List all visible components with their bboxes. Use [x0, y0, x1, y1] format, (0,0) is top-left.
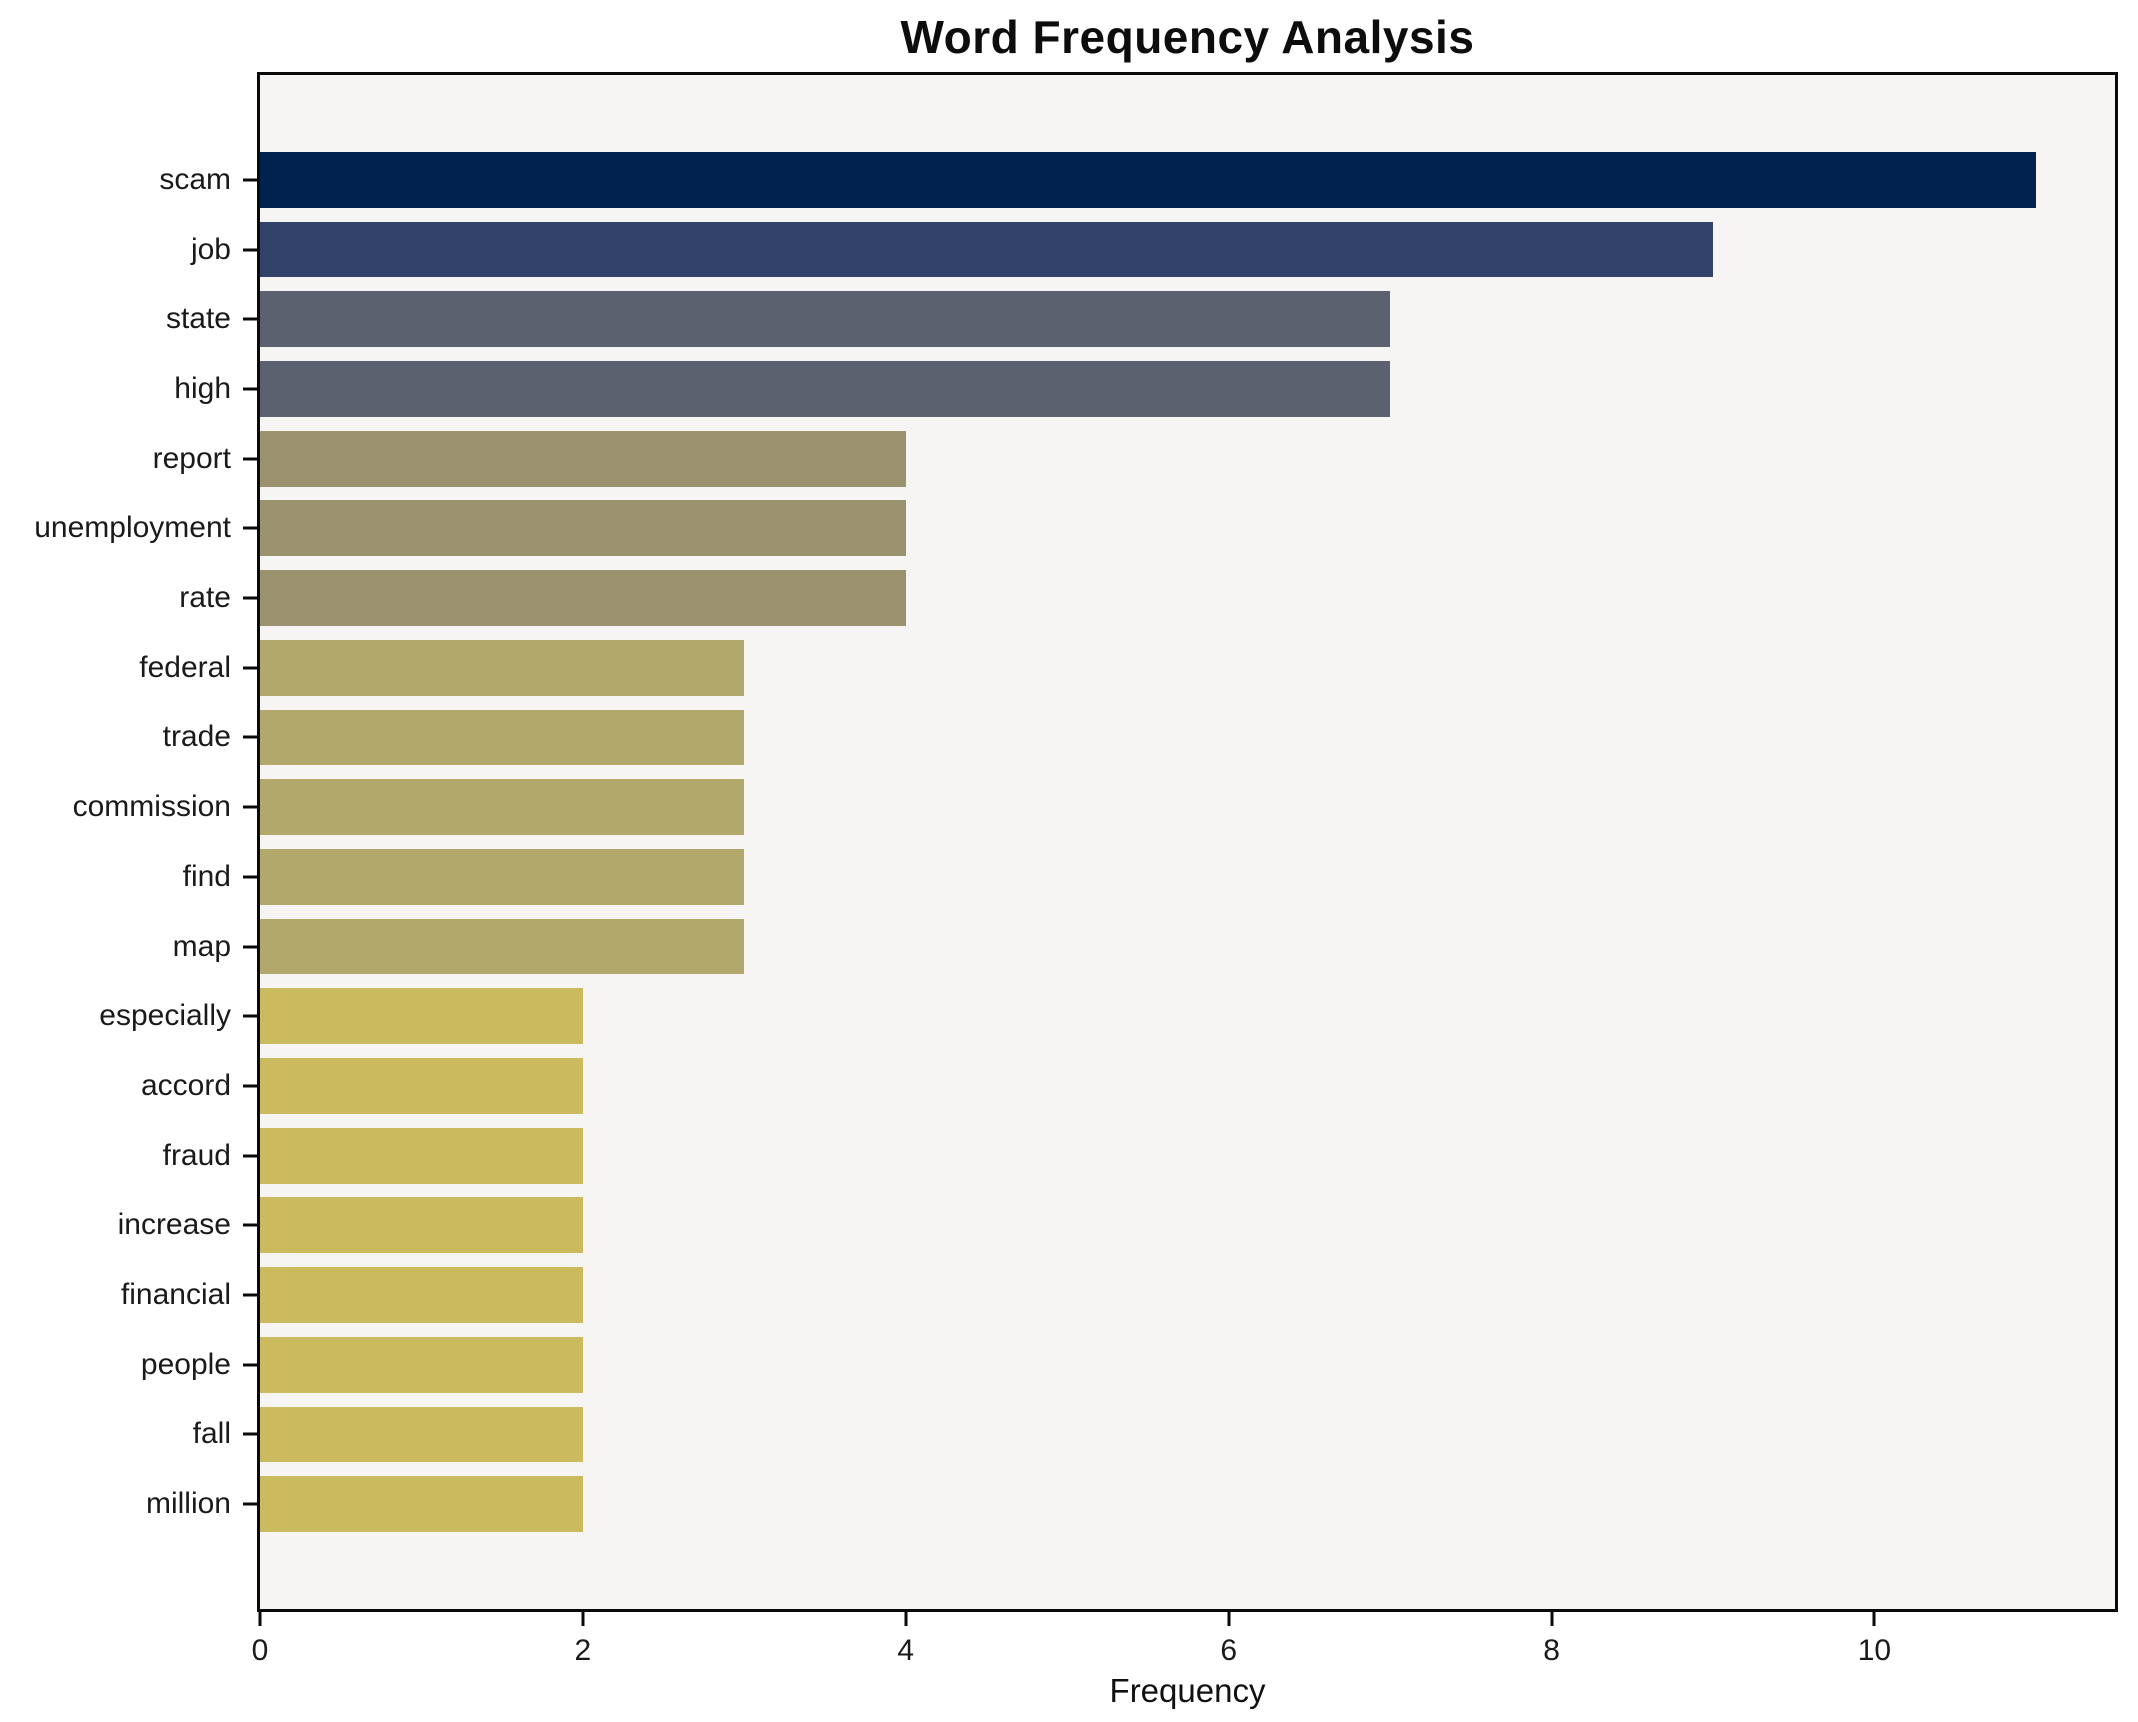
x-tick-label-4: 4: [897, 1634, 915, 1667]
y-axis: scam job state high report unemployment rate fe…: [0, 72, 257, 1612]
y-tick-mark: [243, 596, 257, 600]
y-tick-mark: [243, 387, 257, 391]
x-axis-title: Frequency: [1109, 1672, 1266, 1709]
bar-fraud: [260, 1127, 583, 1184]
y-tick-label-people: people: [140, 1347, 231, 1381]
bar-especially: [260, 988, 583, 1045]
bar-map: [260, 918, 745, 975]
bar-accord: [260, 1058, 583, 1114]
y-tick-mark: [243, 945, 257, 949]
y-tick-label-fraud: fraud: [162, 1138, 231, 1172]
y-tick-mark: [243, 1293, 257, 1297]
x-tick-mark: [1227, 1612, 1231, 1626]
y-tick-mark: [243, 457, 257, 461]
y-tick-mark: [243, 1084, 257, 1088]
y-tick-mark: [243, 1502, 257, 1506]
x-tick-mark: [904, 1612, 908, 1626]
y-tick-label-accord: accord: [140, 1068, 231, 1102]
y-tick-mark: [243, 178, 257, 182]
y-tick-mark: [243, 526, 257, 530]
y-tick-mark: [243, 248, 257, 252]
x-tick-label-6: 6: [1220, 1634, 1237, 1667]
x-tick-mark: [258, 1612, 262, 1626]
y-tick-label-state: state: [165, 302, 231, 336]
y-tick-mark: [243, 875, 257, 879]
y-tick-mark: [243, 805, 257, 809]
x-tick-mark: [1550, 1612, 1554, 1626]
y-tick-label-high: high: [174, 371, 231, 405]
y-tick-label-increase: increase: [117, 1208, 231, 1242]
y-tick-mark: [243, 666, 257, 670]
y-tick-label-fall: fall: [192, 1417, 231, 1451]
y-tick-label-rate: rate: [179, 581, 231, 615]
x-tick-label-0: 0: [251, 1634, 269, 1667]
bar-trade: [260, 709, 745, 766]
bar-job: [260, 221, 1713, 278]
y-tick-mark: [243, 317, 257, 321]
x-tick-label-10: 10: [1857, 1634, 1892, 1667]
bar-financial: [260, 1267, 583, 1323]
x-tick-label-2: 2: [574, 1634, 592, 1667]
y-tick-label-find: find: [182, 859, 231, 893]
y-tick-label-scam: scam: [159, 162, 231, 196]
plot-area: [257, 72, 2118, 1612]
bar-fall: [260, 1406, 583, 1463]
y-tick-label-million: million: [145, 1487, 231, 1521]
y-tick-label-trade: trade: [162, 720, 231, 754]
bar-high: [260, 361, 1391, 417]
y-tick-label-commission: commission: [72, 790, 231, 824]
bar-commission: [260, 779, 745, 836]
y-tick-mark: [243, 1223, 257, 1227]
bar-find: [260, 848, 745, 905]
y-tick-mark: [243, 1432, 257, 1436]
bar-rate: [260, 570, 906, 626]
x-tick-mark: [1872, 1612, 1876, 1626]
bar-increase: [260, 1197, 583, 1254]
bar-federal: [260, 639, 745, 696]
y-tick-mark: [243, 735, 257, 739]
bar-unemployment: [260, 500, 906, 557]
chart-title: Word Frequency Analysis: [900, 11, 1475, 63]
y-tick-label-especially: especially: [99, 999, 231, 1033]
y-tick-label-job: job: [190, 232, 231, 266]
bar-scam: [260, 151, 2036, 208]
y-tick-label-financial: financial: [120, 1278, 231, 1312]
y-tick-label-map: map: [172, 929, 231, 963]
bar-state: [260, 291, 1391, 348]
y-tick-mark: [243, 1154, 257, 1158]
bar-people: [260, 1336, 583, 1393]
y-tick-label-unemployment: unemployment: [34, 511, 231, 545]
x-tick-label-8: 8: [1543, 1634, 1560, 1667]
x-axis: 0 2 4 6 8 10: [252, 1612, 2118, 1722]
x-tick-mark: [581, 1612, 585, 1626]
bar-report: [260, 430, 906, 487]
y-tick-label-federal: federal: [139, 650, 231, 684]
y-tick-mark: [243, 1014, 257, 1018]
y-tick-mark: [243, 1363, 257, 1367]
bar-million: [260, 1476, 583, 1533]
y-tick-label-report: report: [152, 441, 231, 475]
